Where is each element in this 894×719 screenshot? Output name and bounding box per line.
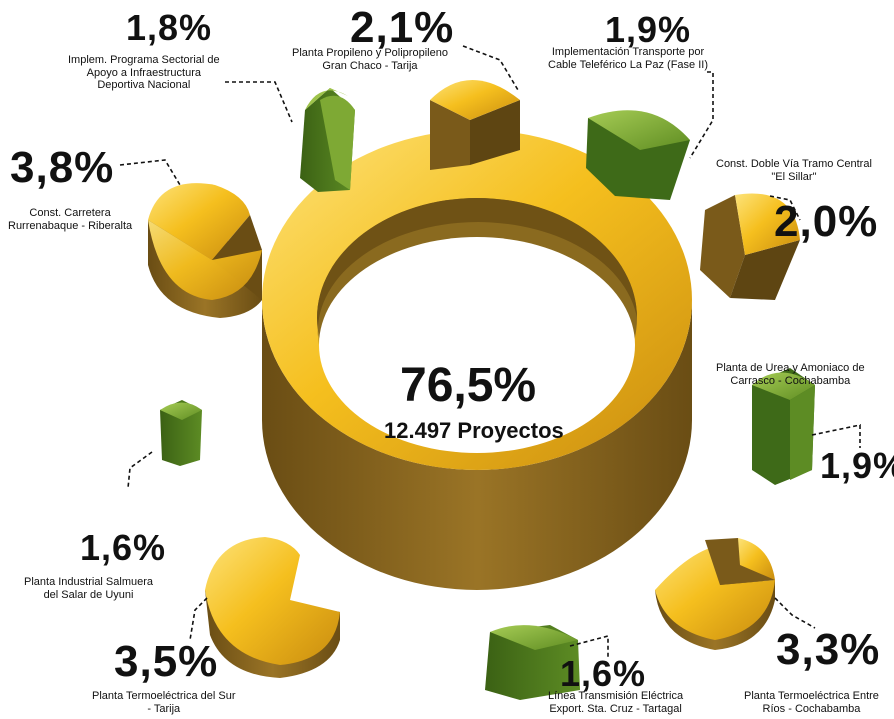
pct-teleferico: 1,9% xyxy=(605,9,692,50)
pct-entre-rios: 3,3% xyxy=(776,625,881,674)
center-ring xyxy=(262,130,692,590)
label-carretera: Const. Carretera Rurrenabaque - Riberalt… xyxy=(8,207,133,232)
slice-3-3-entre-rios xyxy=(655,538,775,650)
slice-1-6-salmuera xyxy=(160,400,202,466)
pct-propileno: 2,1% xyxy=(350,3,455,52)
slice-2-1-propileno xyxy=(430,80,520,170)
pct-urea: 1,9% xyxy=(820,445,894,486)
label-linea-transmision: Línea Transmisión Eléctrica Export. Sta.… xyxy=(548,690,684,715)
slice-3-8-carretera xyxy=(148,183,262,318)
pct-salmuera: 1,6% xyxy=(80,527,167,568)
slice-3-5-del-sur xyxy=(205,537,340,678)
label-sillar: Const. Doble Vía Tramo Central "El Silla… xyxy=(716,158,872,183)
leader-lines xyxy=(119,45,861,658)
slice-1-6-linea-transmision xyxy=(485,625,580,700)
pct-del-sur: 3,5% xyxy=(114,637,219,686)
pct-linea-transmision: 1,6% xyxy=(560,653,647,694)
pct-carretera: 3,8% xyxy=(10,143,115,192)
label-urea: Planta de Urea y Amoniaco de Carrasco - … xyxy=(716,362,865,387)
pct-sillar: 2,0% xyxy=(774,197,879,246)
pct-infra-deportiva: 1,8% xyxy=(126,7,213,48)
label-entre-rios: Planta Termoeléctrica Entre Ríos - Cocha… xyxy=(744,690,879,715)
label-infra-deportiva: Implem. Programa Sectorial de Apoyo a In… xyxy=(68,54,220,92)
slice-2-0-sillar xyxy=(700,193,800,300)
slice-1-8-infra-deportiva xyxy=(300,88,355,192)
label-propileno: Planta Propileno y Polipropileno Gran Ch… xyxy=(292,47,448,72)
center-subtitle: 12.497 Proyectos xyxy=(384,418,564,443)
center-value: 76,5% xyxy=(400,359,537,412)
slice-1-9-urea xyxy=(752,368,815,485)
slice-1-9-teleferico xyxy=(586,110,690,200)
label-salmuera: Planta Industrial Salmuera del Salar de … xyxy=(24,576,154,601)
label-teleferico: Implementación Transporte por Cable Tele… xyxy=(548,46,708,71)
label-del-sur: Planta Termoeléctrica del Sur - Tarija xyxy=(92,690,236,715)
